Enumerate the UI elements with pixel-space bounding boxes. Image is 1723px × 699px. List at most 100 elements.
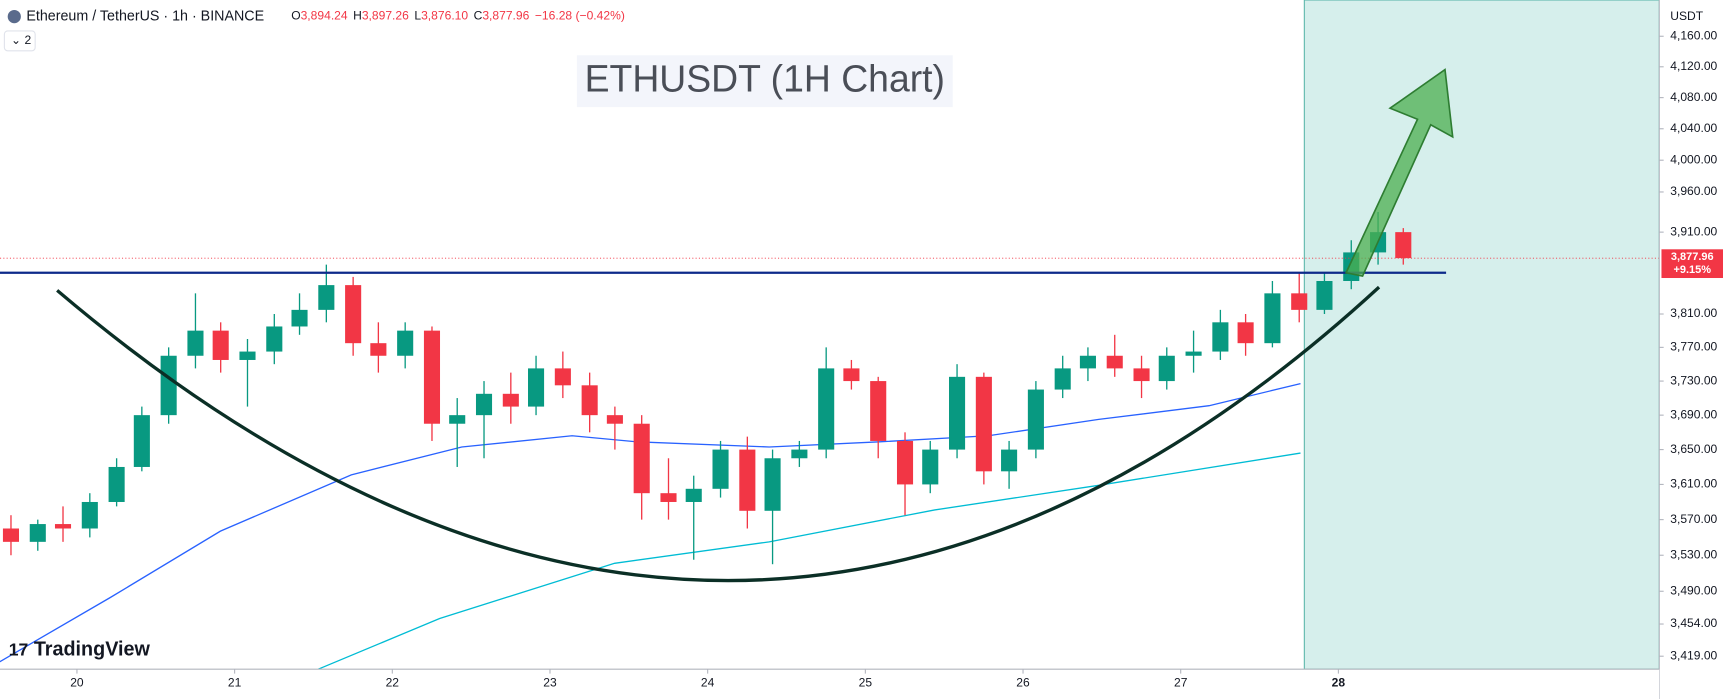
candle-body	[896, 440, 914, 485]
y-tick-label: 3,690.00	[1670, 407, 1717, 421]
candle-body	[160, 355, 177, 416]
y-tick-label: 3,530.00	[1670, 547, 1717, 561]
ohlc-label: H	[353, 9, 362, 23]
x-tick-label: 21	[228, 676, 242, 690]
candle-body	[449, 415, 466, 424]
y-tick-label: 3,730.00	[1670, 373, 1717, 387]
candle-body	[133, 415, 150, 467]
y-tick-label: 3,910.00	[1670, 224, 1717, 238]
candle-body	[212, 330, 229, 360]
moving-average	[317, 452, 1301, 670]
candle-body	[633, 423, 650, 494]
last-price-label: 3,877.96	[1671, 251, 1714, 263]
moving-average	[0, 382, 1301, 663]
indicator-count: 2	[24, 33, 31, 47]
candle-body	[685, 488, 702, 502]
candle-body	[870, 381, 887, 441]
candle-body	[54, 524, 72, 529]
y-tick-label: 3,570.00	[1670, 512, 1717, 526]
candle-body	[1316, 281, 1333, 310]
candle-body	[1027, 389, 1044, 450]
y-tick-label: 3,610.00	[1670, 477, 1717, 491]
candle-body	[1185, 351, 1202, 356]
candle-body	[1212, 322, 1229, 352]
candle-body	[423, 330, 441, 424]
candle-body	[922, 449, 939, 485]
highlight-zone	[1303, 0, 1660, 670]
y-tick-label: 3,419.00	[1670, 648, 1717, 662]
candle-body	[1133, 368, 1150, 382]
change: −16.28 (−0.42%)	[535, 9, 625, 23]
x-tick-label: 22	[386, 676, 400, 690]
candle-body	[291, 309, 308, 327]
cup-curve	[56, 285, 1381, 583]
time-axis	[0, 669, 1660, 699]
candle-body	[1001, 449, 1018, 472]
y-tick-label: 4,120.00	[1670, 59, 1717, 73]
x-tick-label: 24	[701, 676, 715, 690]
watermark: 17 TradingView	[9, 639, 151, 661]
ohlc-label: O	[291, 9, 300, 23]
candle-body	[528, 368, 545, 407]
y-tick-label: 3,810.00	[1670, 306, 1717, 320]
candle-body	[475, 393, 493, 416]
symbol: Ethereum / TetherUS · 1h · BINANCE	[26, 8, 264, 24]
candle-body	[1054, 368, 1071, 390]
header: Ethereum / TetherUS · 1h · BINANCE O3,89…	[7, 8, 625, 24]
candle-body	[2, 528, 20, 542]
price-axis	[1659, 0, 1723, 699]
candle-body	[843, 368, 860, 382]
candle-body	[1106, 355, 1123, 369]
candle-body	[660, 493, 677, 502]
candle-body	[318, 285, 335, 310]
candle-body	[502, 393, 519, 407]
candle-body	[1237, 322, 1254, 344]
x-tick-label: 20	[70, 676, 84, 690]
candle-body	[606, 415, 623, 424]
symbol-icon	[7, 9, 21, 24]
y-tick-label: 4,160.00	[1670, 28, 1717, 42]
candle-body	[764, 458, 781, 511]
y-tick-label: 3,650.00	[1670, 442, 1717, 456]
candle-body	[345, 285, 362, 344]
last-price-change: +9.15%	[1673, 264, 1711, 276]
y-tick-label: 3,454.00	[1670, 616, 1717, 630]
ohlc-value: 3,876.10	[421, 9, 468, 23]
candle-body	[818, 368, 835, 450]
y-tick-label: 4,040.00	[1670, 121, 1717, 135]
indicator-toggle[interactable]	[3, 30, 36, 52]
candle-body	[791, 449, 808, 459]
candle-body	[1079, 355, 1096, 369]
y-tick-label: 3,960.00	[1670, 184, 1717, 198]
ohlc: O3,894.24 H3,897.26 L3,876.10 C3,877.96 −16.…	[291, 9, 625, 23]
candle-body	[1158, 355, 1175, 382]
candle-body	[712, 449, 729, 489]
marks	[0, 211, 1660, 670]
candle-body	[975, 376, 992, 472]
candle-body	[108, 466, 125, 502]
candle-body	[739, 449, 756, 511]
title-box	[576, 55, 953, 108]
y-tick-label: 3,490.00	[1670, 583, 1717, 597]
x-tick-label: 25	[859, 676, 873, 690]
ohlc-value: 3,894.24	[301, 9, 348, 23]
candle-body	[554, 368, 571, 386]
x-tick-label: 28	[1332, 676, 1346, 690]
candle-body	[266, 326, 283, 352]
chart-title: ETHUSDT (1H Chart)	[585, 58, 945, 100]
candle-body	[397, 330, 414, 356]
candle-body	[1264, 293, 1281, 344]
watermark-text: TradingView	[34, 639, 151, 661]
ohlc-label: L	[414, 9, 421, 23]
x-tick-label: 26	[1016, 676, 1030, 690]
candle-body	[1291, 293, 1308, 310]
candle-body	[187, 330, 204, 356]
candle-body	[239, 351, 256, 360]
indicator-toggle-label[interactable]: ⌄ 2	[11, 33, 31, 47]
ohlc-value: 3,897.26	[362, 9, 409, 23]
axis-unit: USDT	[1670, 9, 1703, 23]
y-tick-label: 4,000.00	[1670, 152, 1717, 166]
axes: 4,160.00 4,120.00 4,080.00 4,040.00 4,000.00…	[70, 28, 1723, 690]
ohlc-label: C	[474, 9, 483, 23]
